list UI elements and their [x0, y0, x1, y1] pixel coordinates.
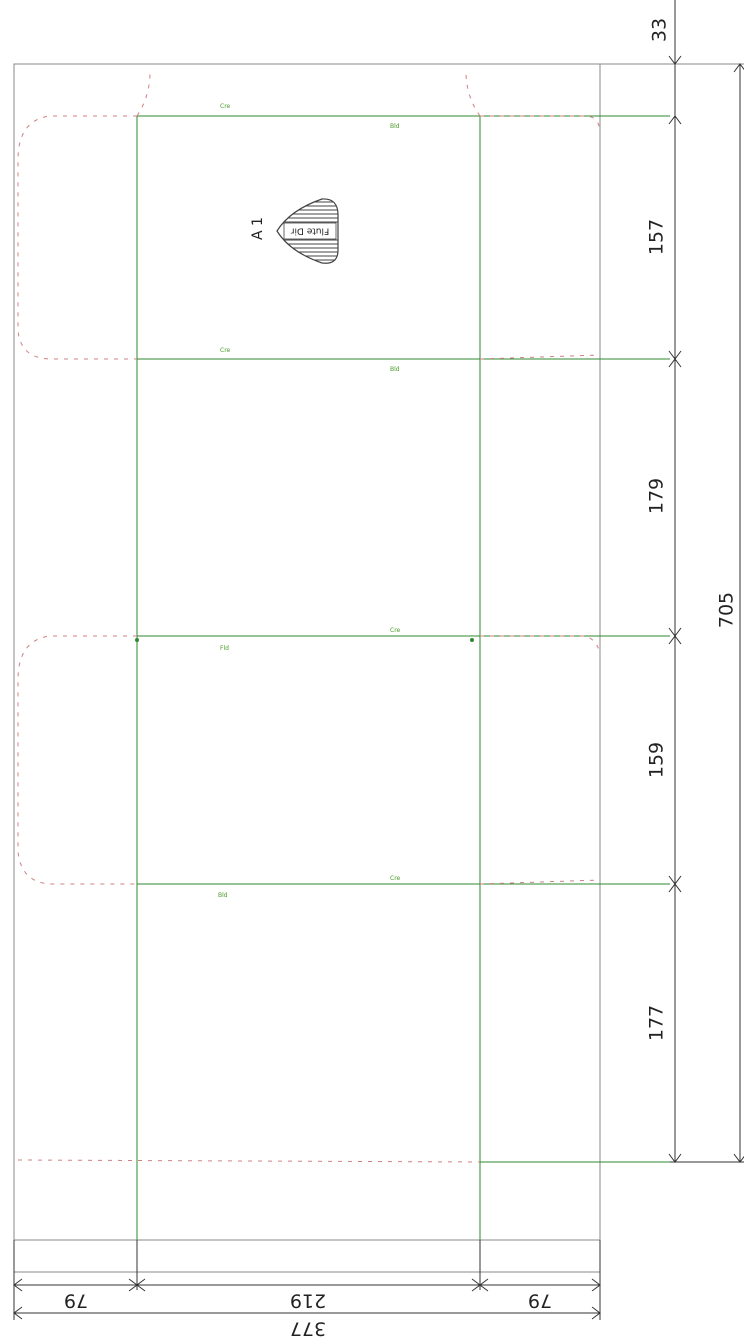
- notch-marks: [135, 638, 474, 642]
- top-tab-curve-right: [465, 71, 481, 117]
- notch-right: [470, 638, 474, 642]
- dim-flap-left: 79: [64, 1290, 88, 1312]
- dim-panel-3: 159: [646, 742, 668, 778]
- vertical-dimensions: [668, 0, 744, 1163]
- top-tab-curve: [136, 71, 151, 117]
- panel-label: A 1: [250, 217, 266, 240]
- right-flap-884-perf: [479, 879, 601, 885]
- crease-mark-1: Cre: [220, 103, 231, 110]
- crease-lines: [136, 115, 670, 1240]
- notch-left: [135, 638, 139, 642]
- horizontal-dimension-labels: 79 219 79 377: [64, 1290, 552, 1338]
- crease-mark-3: Cre: [220, 347, 231, 354]
- dim-panel-1: 157: [646, 219, 668, 255]
- dim-flap-right: 79: [528, 1290, 552, 1312]
- dim-total-height: 705: [716, 592, 738, 628]
- mid-right-flap-curve: [480, 635, 601, 656]
- right-flap-359-perf: [479, 354, 601, 360]
- crease-mark-8: Bld: [218, 892, 228, 899]
- crease-mark-7: Cre: [390, 875, 401, 882]
- dim-top-margin: 33: [649, 18, 671, 42]
- crease-mark-4: Bld: [390, 366, 400, 373]
- crease-mark-6: Fld: [220, 645, 229, 652]
- crease-mark-2: Bld: [390, 123, 400, 130]
- dim-panel-2: 179: [646, 478, 668, 514]
- horizontal-dimensions: [13, 1240, 601, 1320]
- dim-width-center: 219: [290, 1290, 326, 1312]
- crease-mark-5: Cre: [390, 627, 401, 634]
- mid-left-flap-curve: [17, 635, 137, 885]
- perforation-lines: [17, 71, 601, 1163]
- outline-group: [13, 63, 744, 1273]
- dim-total-width: 377: [290, 1318, 326, 1338]
- bottom-perf-line: [17, 1159, 481, 1163]
- top-left-flap-curve: [17, 115, 137, 360]
- dim-panel-4: 177: [646, 1005, 668, 1041]
- flute-direction-symbol: Flute Dir: [276, 198, 339, 264]
- vertical-dimension-labels: 33 157 179 159 177 705: [646, 18, 738, 1041]
- crease-marker-labels: Cre Bld Cre Bld Cre Fld Cre Bld: [218, 103, 401, 899]
- flute-label: Flute Dir: [290, 226, 329, 236]
- top-right-flap-curve: [480, 115, 601, 131]
